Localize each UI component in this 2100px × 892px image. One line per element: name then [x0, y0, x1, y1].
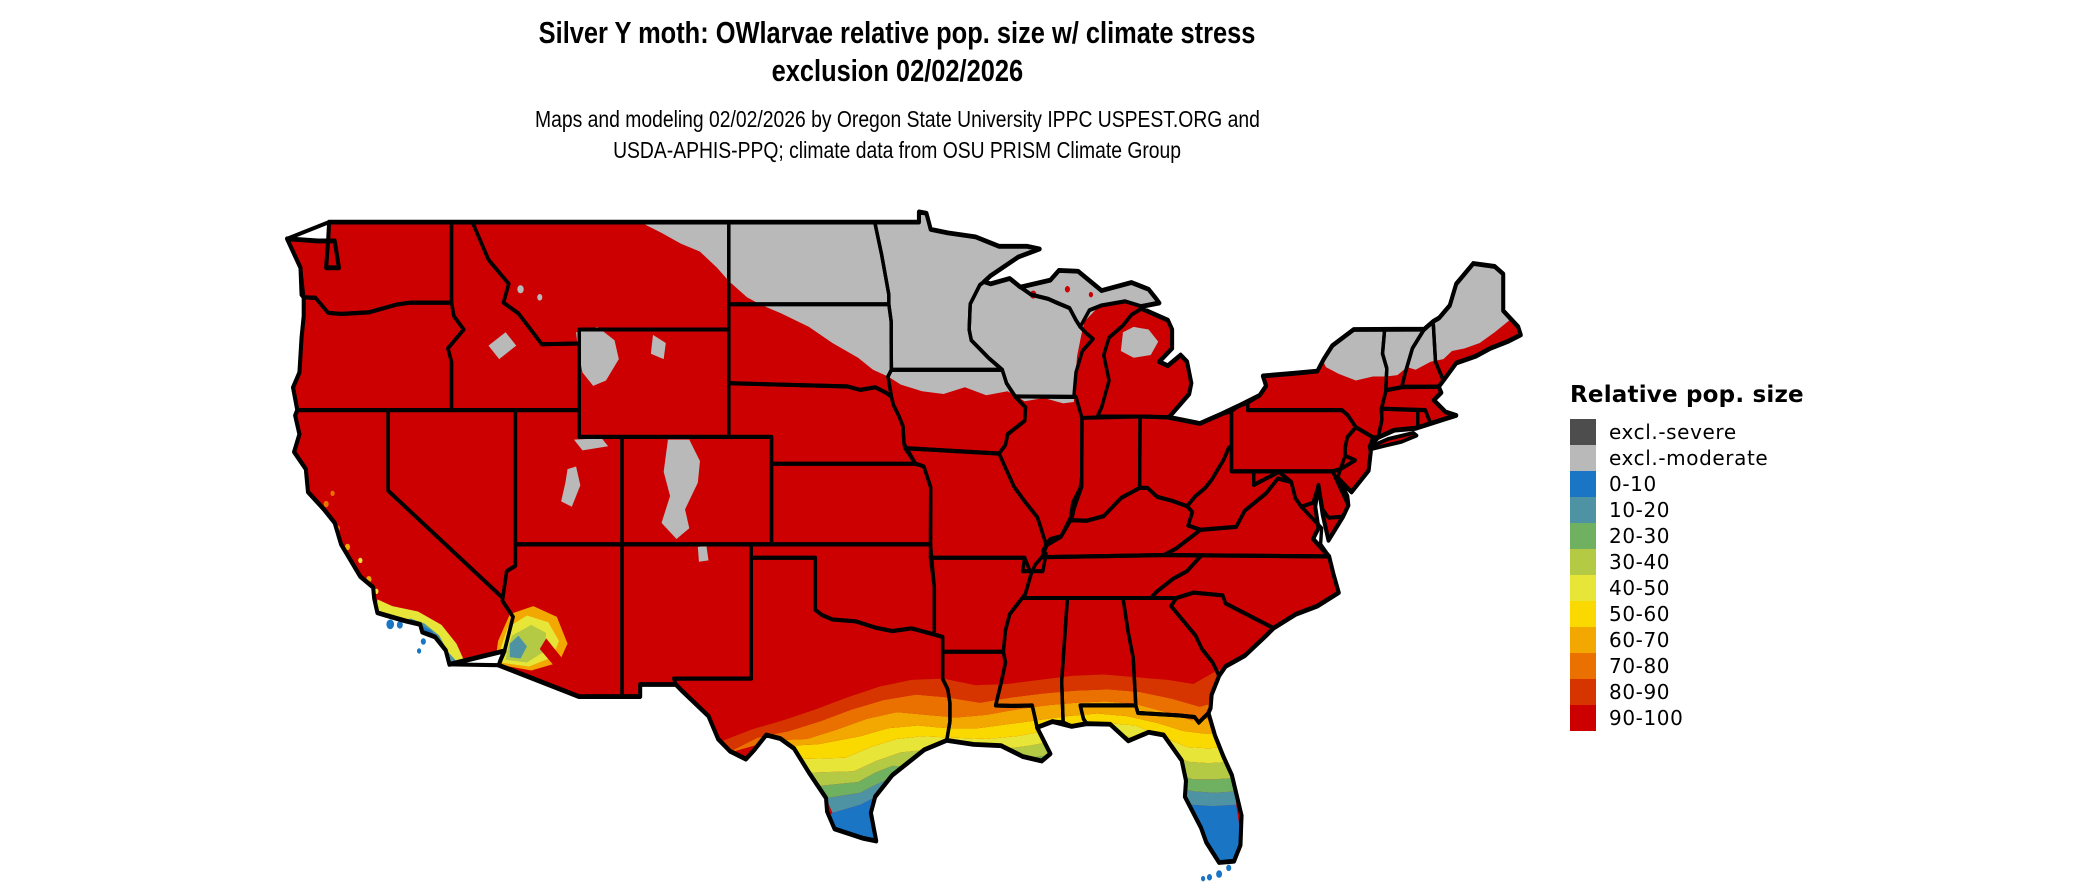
gray-newmexico	[697, 545, 709, 562]
channel-island	[396, 621, 403, 629]
us-map	[277, 206, 1531, 883]
legend-swatch	[1570, 471, 1596, 497]
legend-label: 40-50	[1609, 576, 1671, 600]
channel-island	[386, 619, 395, 630]
gray-uinta	[573, 438, 609, 451]
legend-item: 40-50	[1570, 575, 1804, 601]
legend-item: 70-80	[1570, 653, 1804, 679]
gray-bighorn	[650, 334, 666, 360]
legend-label: 80-90	[1609, 680, 1671, 704]
legend-item: 20-30	[1570, 523, 1804, 549]
florida-key	[1200, 875, 1206, 882]
legend-swatch	[1570, 653, 1596, 679]
az-teal	[509, 635, 527, 659]
legend-label: excl.-moderate	[1609, 446, 1769, 470]
legend-label: 10-20	[1609, 498, 1671, 522]
legend-swatch	[1570, 523, 1596, 549]
legend-item: 80-90	[1570, 679, 1804, 705]
legend-items: excl.-severe excl.-moderate 0-10 10-20 20-30…	[1570, 419, 1804, 731]
legend-swatch	[1570, 445, 1596, 471]
legend-item: 30-40	[1570, 549, 1804, 575]
socal-yellow	[376, 599, 465, 664]
band-50-60	[787, 713, 1226, 760]
band-70-80	[725, 689, 1224, 754]
mt-gray-speckle	[517, 285, 524, 294]
ca-coast-speckle	[323, 500, 329, 508]
florida-key	[1216, 870, 1223, 878]
florida-key	[1226, 864, 1232, 872]
florida-key	[1206, 874, 1213, 881]
gray-colorado-rockies	[661, 439, 700, 539]
us-map-svg	[285, 209, 1523, 882]
heading: Silver Y moth: OWlarvae relative pop. si…	[0, 14, 1794, 166]
legend: Relative pop. size excl.-severe excl.-mod…	[1570, 382, 1804, 731]
mt-gray-speckle	[537, 294, 543, 301]
legend-swatch	[1570, 705, 1596, 731]
map-subtitle-line1: Maps and modeling 02/02/2026 by Oregon S…	[534, 106, 1260, 132]
legend-label: 70-80	[1609, 654, 1671, 678]
legend-swatch	[1570, 549, 1596, 575]
map-subtitle-line2: USDA-APHIS-PPQ; climate data from OSU PR…	[613, 137, 1181, 163]
legend-item: excl.-severe	[1570, 419, 1804, 445]
band-80-90	[717, 665, 1237, 754]
legend-item: excl.-moderate	[1570, 445, 1804, 471]
legend-swatch	[1570, 679, 1596, 705]
map-title-line1: Silver Y moth: OWlarvae relative pop. si…	[538, 15, 1256, 50]
legend-label: 0-10	[1609, 472, 1657, 496]
legend-item: 50-60	[1570, 601, 1804, 627]
legend-label: 60-70	[1609, 628, 1671, 652]
ca-coast-speckle	[344, 543, 351, 551]
legend-label: 50-60	[1609, 602, 1671, 626]
map-title-line2: exclusion 02/02/2026	[771, 53, 1023, 88]
map-subtitle: Maps and modeling 02/02/2026 by Oregon S…	[0, 104, 1794, 166]
gray-wasatch	[561, 466, 581, 507]
us-outline	[285, 209, 1523, 865]
band-60-70	[772, 701, 1224, 746]
legend-title: Relative pop. size	[1570, 382, 1804, 408]
ca-coast-speckle	[358, 557, 363, 564]
channel-island	[416, 648, 422, 654]
legend-label: 30-40	[1609, 550, 1671, 574]
legend-label: 20-30	[1609, 524, 1671, 548]
island-long-island	[1368, 430, 1419, 451]
up-red-speckle	[1088, 291, 1094, 298]
state-MS	[993, 591, 1070, 730]
legend-item: 0-10	[1570, 471, 1804, 497]
ca-valley-speckle	[330, 490, 335, 497]
legend-item: 90-100	[1570, 705, 1804, 731]
gray-yellowstone	[576, 326, 619, 386]
legend-swatch	[1570, 419, 1596, 445]
legend-swatch	[1570, 497, 1596, 523]
legend-swatch	[1570, 627, 1596, 653]
legend-swatch	[1570, 575, 1596, 601]
gray-northeast	[1319, 262, 1514, 381]
gray-michigan-blob	[1120, 326, 1159, 358]
channel-island	[420, 638, 426, 645]
band-40-50	[796, 722, 1230, 773]
up-red-speckle	[1064, 286, 1070, 293]
gray-idaho	[488, 332, 517, 360]
legend-label: excl.-severe	[1609, 420, 1737, 444]
legend-swatch	[1570, 601, 1596, 627]
legend-item: 10-20	[1570, 497, 1804, 523]
az-red-streak	[539, 638, 570, 670]
band-0-10	[687, 780, 1254, 863]
legend-item: 60-70	[1570, 627, 1804, 653]
legend-label: 90-100	[1609, 706, 1684, 730]
